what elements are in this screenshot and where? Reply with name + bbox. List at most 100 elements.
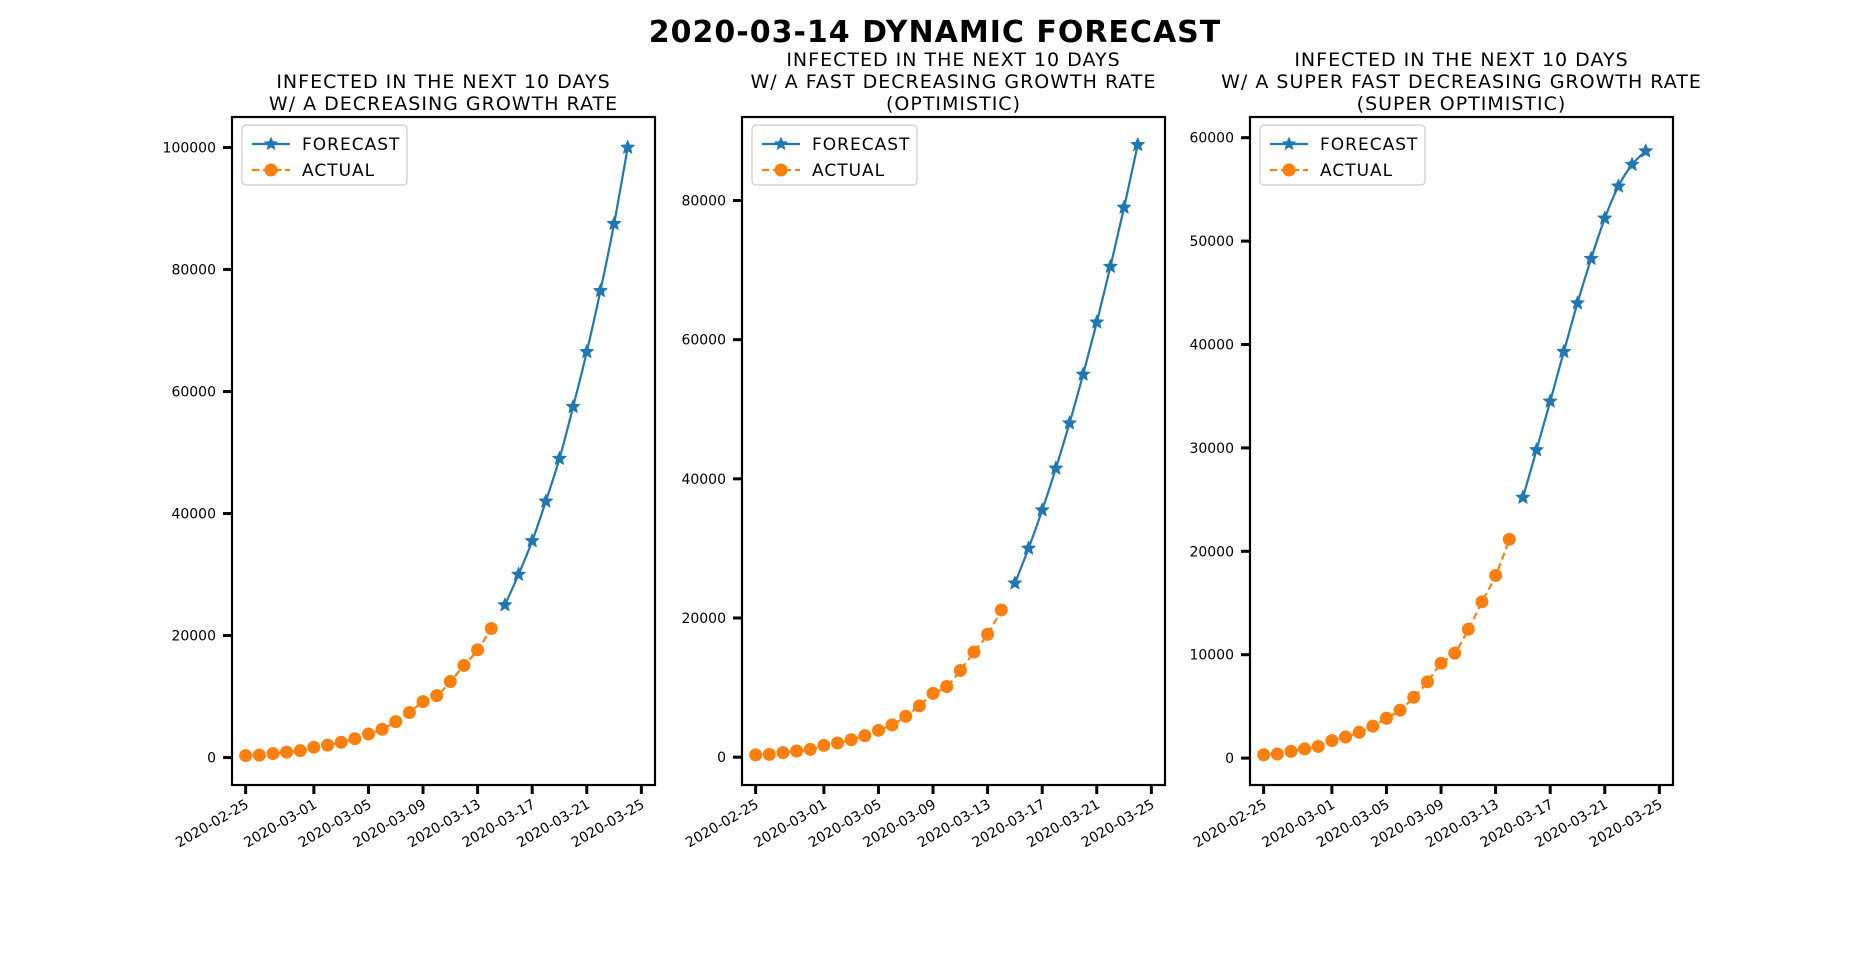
legend-circle-marker [264,163,278,177]
y-tick-label: 40000 [171,507,216,523]
actual-point [994,603,1008,617]
actual-point [1339,730,1353,744]
forecast-point [1020,540,1037,556]
actual-point [266,747,280,761]
y-tick-label: 40000 [1189,337,1234,353]
forecast-point [1637,142,1654,158]
forecast-point [551,450,568,466]
panel-title-line: W/ A FAST DECREASING GROWTH RATE [750,71,1156,93]
series-line-forecast [503,147,629,606]
actual-point [1502,532,1516,546]
legend-label: ACTUAL [302,161,375,181]
panel-title-line: W/ A SUPER FAST DECREASING GROWTH RATE [1221,71,1702,93]
forecast-point [619,139,636,155]
series-line-forecast [1013,144,1139,584]
actual-point [1489,569,1503,583]
actual-point [389,715,403,729]
actual-point [858,729,872,743]
actual-point [1420,675,1434,689]
y-tick-label: 60000 [681,333,726,349]
actual-point [953,663,967,677]
legend-circle-marker [774,163,788,177]
forecast-point [1048,460,1064,475]
actual-point [293,744,307,758]
panel-title-line: W/ A DECREASING GROWTH RATE [269,93,618,115]
actual-point [981,627,995,641]
actual-point [1270,747,1284,761]
y-tick-label: 100000 [163,141,216,157]
forecast-point [497,596,513,612]
actual-point [1407,690,1421,704]
legend-box [1259,124,1426,186]
x-tick-label: 2020-02-25 [683,797,761,852]
actual-point [1448,646,1462,660]
y-tick-label: 20000 [1189,544,1234,560]
forecast-point [606,215,622,231]
y-tick-label: 0 [717,750,726,766]
panel-title-line: INFECTED IN THE NEXT 10 DAYS [1294,49,1628,71]
actual-point [1298,742,1312,756]
forecast-point [1569,294,1586,310]
y-tick-label: 80000 [681,194,726,210]
forecast-point [1129,136,1146,152]
legend-box [241,124,408,186]
series-line-forecast [1521,150,1647,498]
forecast-point [1102,258,1119,274]
plot-frame [740,115,1167,787]
forecast-point [565,398,581,414]
y-tick-label: 60000 [1189,131,1234,147]
legend: FORECAST ACTUAL [751,124,918,186]
actual-point [416,695,430,709]
actual-point [457,658,471,672]
forecast-point [1007,575,1023,590]
actual-point [790,744,804,758]
forecast-point [1075,366,1091,382]
actual-point [1311,739,1325,753]
actual-point [484,621,498,635]
forecast-point [1116,199,1132,215]
actual-point [844,733,858,747]
legend-box [751,124,918,186]
y-tick-label: 60000 [171,385,216,401]
forecast-point [538,493,554,508]
figure-title: 2020-03-14 DYNAMIC FORECAST [649,15,1221,50]
actual-point [1379,711,1393,725]
y-tick-label: 0 [1225,751,1234,767]
plot-frame [1248,115,1675,787]
legend-star-marker [773,136,789,151]
y-tick-label: 80000 [171,263,216,279]
legend-star-marker [1281,136,1297,151]
forecast-point [1515,489,1531,505]
legend-label: FORECAST [1320,135,1418,155]
legend: FORECAST ACTUAL [241,124,408,186]
y-tick-label: 40000 [681,472,726,488]
actual-point [899,709,913,723]
x-tick-label: 2020-02-25 [173,797,251,852]
actual-point [967,645,981,659]
actual-point [776,746,790,760]
forecast-point [1061,415,1078,430]
actual-point [940,680,954,694]
actual-point [1434,656,1448,670]
forecast-point [510,566,527,582]
actual-point [307,740,321,754]
actual-point [471,643,485,657]
actual-point [1461,622,1475,636]
legend-label: FORECAST [302,135,400,155]
forecast-point [1583,250,1599,266]
actual-point [1475,595,1489,609]
y-tick-label: 30000 [1189,441,1234,457]
forecast-point [1624,156,1640,172]
panels: INFECTED IN THE NEXT 10 DAYS W/ A DECREAS… [163,49,1702,852]
plot-frame [230,115,657,787]
y-tick-label: 0 [207,751,216,767]
actual-point [1257,748,1271,762]
legend-star-marker [263,136,279,151]
actual-point [912,699,926,713]
actual-point [1325,734,1339,748]
actual-point [430,689,444,703]
panel-title-line: (SUPER OPTIMISTIC) [1357,93,1567,115]
y-tick-label: 20000 [171,629,216,645]
